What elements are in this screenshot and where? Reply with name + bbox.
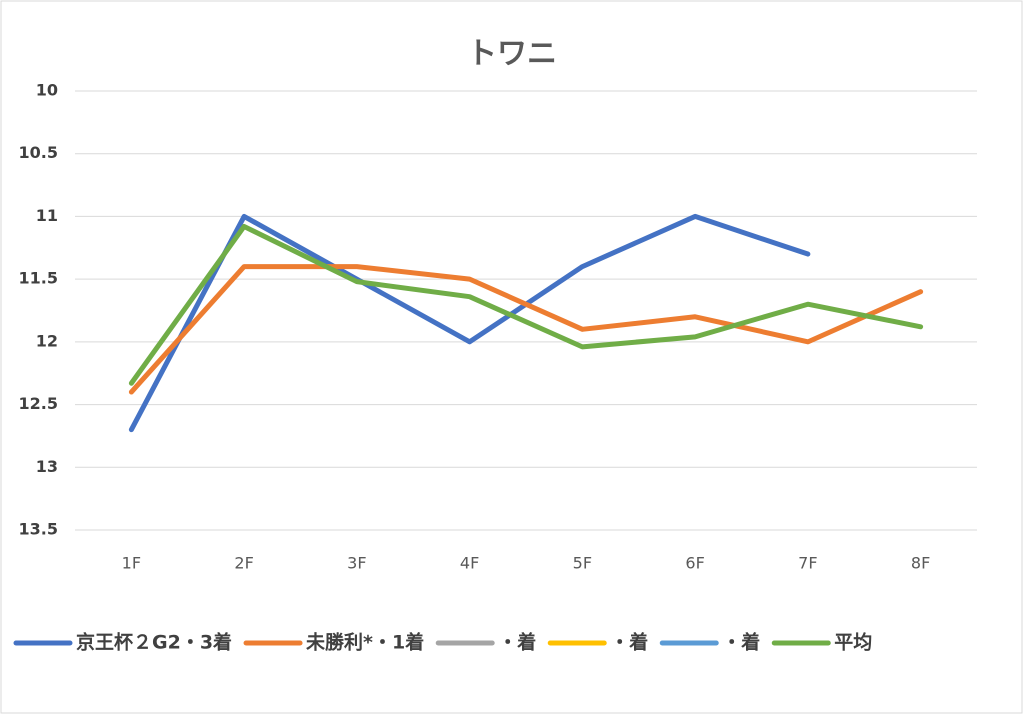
legend-label: ・着: [722, 631, 760, 654]
x-tick-label: 6F: [685, 554, 704, 573]
x-tick-label: 1F: [122, 554, 141, 573]
y-tick-label: 13: [36, 457, 58, 476]
legend-label: 未勝利*・1着: [305, 631, 424, 654]
y-tick-label: 13.5: [19, 520, 58, 539]
x-tick-label: 8F: [911, 554, 930, 573]
legend-label: 平均: [834, 631, 872, 654]
legend-label: ・着: [610, 631, 648, 654]
x-tick-label: 5F: [573, 554, 592, 573]
chart-title: トワニ: [467, 37, 557, 72]
y-tick-label: 10.5: [19, 143, 58, 162]
series-line: [128, 213, 811, 433]
legend-label: ・着: [498, 631, 536, 654]
y-tick-label: 12.5: [19, 394, 58, 413]
series-line: [128, 264, 924, 395]
y-tick-label: 10: [36, 81, 58, 100]
y-tick-label: 12: [36, 331, 58, 350]
x-tick-label: 7F: [798, 554, 817, 573]
series-line: [128, 223, 924, 386]
x-tick-label: 2F: [234, 554, 253, 573]
x-tick-label: 4F: [460, 554, 479, 573]
y-tick-label: 11.5: [19, 269, 58, 288]
y-tick-label: 11: [36, 206, 58, 225]
legend-label: 京王杯２G2・3着: [76, 631, 232, 654]
x-tick-label: 3F: [347, 554, 366, 573]
